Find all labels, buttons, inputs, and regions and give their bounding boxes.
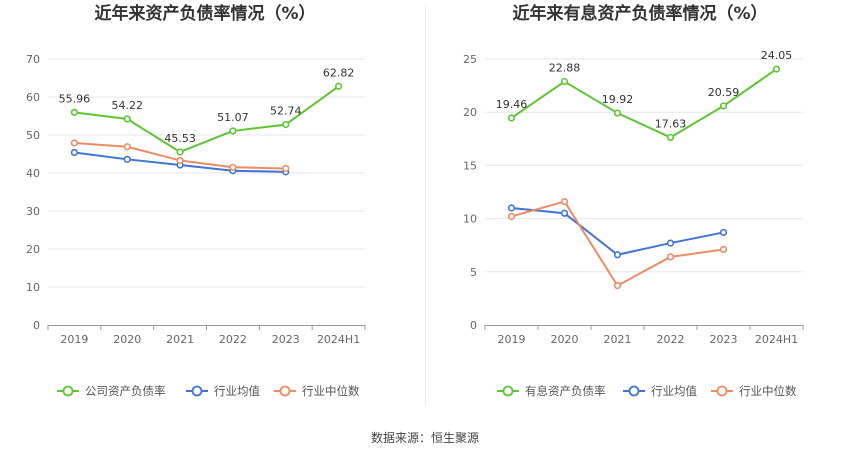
data-point bbox=[70, 139, 79, 147]
data-label: 55.96 bbox=[59, 92, 91, 105]
x-tick-label: 2021 bbox=[166, 333, 194, 346]
data-point bbox=[560, 77, 569, 86]
data-point bbox=[613, 282, 622, 290]
legend-swatch-marker bbox=[502, 385, 514, 397]
x-tick-label: 2020 bbox=[113, 333, 141, 346]
data-point bbox=[719, 245, 728, 254]
legend-label: 公司资产负债率 bbox=[85, 384, 166, 398]
legend-label: 行业均值 bbox=[651, 384, 697, 398]
data-point bbox=[507, 212, 516, 221]
legend-swatch-marker bbox=[62, 385, 74, 397]
x-tick-label: 2019 bbox=[498, 333, 526, 346]
series-line-orange bbox=[511, 200, 724, 287]
data-point bbox=[229, 127, 237, 135]
y-tick-label: 10 bbox=[463, 213, 477, 226]
series-line-green bbox=[510, 68, 778, 139]
data-point bbox=[70, 108, 79, 116]
data-label: 45.53 bbox=[164, 132, 196, 145]
data-point bbox=[719, 228, 728, 237]
legend-swatch-marker bbox=[191, 385, 203, 397]
data-point bbox=[666, 239, 675, 247]
data-point bbox=[719, 102, 728, 110]
y-tick-label: 15 bbox=[463, 159, 477, 172]
chart-title: 近年来有息资产负债率情况（%） bbox=[512, 3, 767, 24]
data-point bbox=[229, 163, 237, 171]
x-tick-label: 2023 bbox=[272, 333, 300, 346]
legend-label: 行业中位数 bbox=[739, 384, 797, 398]
data-point bbox=[176, 156, 184, 165]
chart-1: 近年来资产负债率情况（%） 0 10 20 30 40 50 60 70 2019 2020 2021… bbox=[26, 3, 366, 398]
x-tick-label: 2019 bbox=[60, 333, 88, 346]
data-label: 22.88 bbox=[549, 62, 581, 75]
data-label: 20.59 bbox=[708, 86, 740, 99]
data-point bbox=[613, 251, 622, 259]
data-point bbox=[334, 82, 343, 90]
data-label: 19.92 bbox=[602, 93, 634, 106]
data-label: 17.63 bbox=[655, 117, 687, 130]
x-tick-label: 2020 bbox=[551, 333, 579, 346]
data-point bbox=[507, 114, 516, 122]
y-tick-label: 50 bbox=[26, 129, 40, 142]
data-point bbox=[666, 253, 675, 261]
data-point bbox=[507, 204, 516, 212]
legend-label: 有息资产负债率 bbox=[525, 384, 606, 398]
y-tick-label: 40 bbox=[26, 167, 40, 180]
x-tick-label: 2022 bbox=[219, 333, 247, 346]
y-tick-label: 5 bbox=[470, 266, 477, 279]
data-label: 19.46 bbox=[496, 98, 528, 111]
x-tick-label: 2024H1 bbox=[755, 333, 798, 346]
data-point bbox=[123, 143, 131, 151]
x-tick-label: 2022 bbox=[657, 333, 685, 346]
y-tick-label: 20 bbox=[463, 106, 477, 119]
data-label: 51.07 bbox=[217, 111, 249, 124]
data-point bbox=[772, 65, 781, 73]
y-tick-label: 25 bbox=[463, 53, 477, 66]
data-label: 52.74 bbox=[270, 105, 302, 118]
y-tick-label: 0 bbox=[33, 319, 40, 332]
data-point bbox=[282, 164, 290, 173]
data-point bbox=[613, 109, 622, 117]
x-tick-label: 2023 bbox=[710, 333, 738, 346]
chart-title: 近年来资产负债率情况（%） bbox=[94, 3, 315, 24]
data-point bbox=[70, 148, 79, 157]
legend-swatch-marker bbox=[279, 385, 291, 397]
data-point bbox=[560, 209, 569, 217]
data-source-note: 数据来源：恒生聚源 bbox=[370, 431, 479, 445]
y-tick-label: 30 bbox=[26, 205, 40, 218]
y-tick-label: 20 bbox=[26, 243, 40, 256]
data-label: 62.82 bbox=[323, 66, 355, 79]
y-tick-label: 0 bbox=[470, 319, 477, 332]
legend-swatch-marker bbox=[716, 385, 728, 397]
data-point bbox=[282, 120, 290, 129]
legend-swatch-marker bbox=[628, 385, 640, 397]
chart-2: 近年来有息资产负债率情况（%） 0 5 10 15 20 25 2019 2020 2021 202… bbox=[463, 3, 804, 398]
y-tick-label: 70 bbox=[26, 53, 40, 66]
series-line-blue bbox=[511, 206, 724, 256]
data-point bbox=[666, 133, 675, 142]
data-point bbox=[176, 148, 184, 156]
y-tick-label: 60 bbox=[26, 91, 40, 104]
x-tick-label: 2021 bbox=[604, 333, 632, 346]
data-point bbox=[123, 115, 131, 123]
data-point bbox=[560, 197, 569, 206]
data-label: 24.05 bbox=[761, 49, 793, 62]
series-line-green bbox=[74, 85, 340, 153]
x-tick-label: 2024H1 bbox=[317, 333, 360, 346]
data-label: 54.22 bbox=[112, 99, 144, 112]
legend-label: 行业中位数 bbox=[302, 384, 360, 398]
legend-label: 行业均值 bbox=[214, 384, 260, 398]
data-point bbox=[123, 155, 131, 163]
y-tick-label: 10 bbox=[26, 281, 40, 294]
